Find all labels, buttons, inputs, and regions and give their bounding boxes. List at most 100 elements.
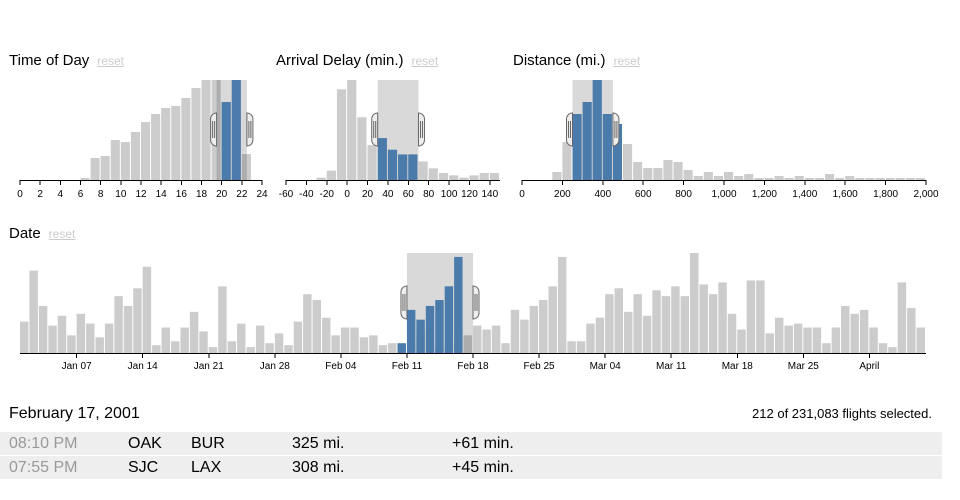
histogram-bar xyxy=(595,317,605,353)
brush-handle-grip xyxy=(568,121,571,138)
histogram-bar xyxy=(80,178,90,180)
reset-link[interactable]: reset xyxy=(97,54,124,68)
x-tick-label: Mar 11 xyxy=(656,361,687,372)
histogram-bar xyxy=(180,327,189,353)
histogram-bar xyxy=(605,294,614,353)
histogram-bar xyxy=(367,145,377,180)
histogram-bar xyxy=(552,172,562,180)
histogram-bar xyxy=(916,327,925,353)
x-tick-label: 0 xyxy=(519,189,525,200)
histogram-bar xyxy=(86,323,95,353)
histogram-bar xyxy=(331,335,340,353)
brush-handle-grip xyxy=(373,121,377,138)
x-tick-label: Mar 25 xyxy=(788,361,820,372)
selected-bar xyxy=(416,319,425,353)
histogram-bar xyxy=(885,178,895,180)
histogram-bar xyxy=(181,98,191,180)
selected-bar xyxy=(435,300,444,353)
x-tick-label: 16 xyxy=(176,189,188,200)
chart-title-text: Date xyxy=(9,225,41,242)
selected-bars xyxy=(221,80,241,180)
histogram-bar xyxy=(754,178,764,180)
histogram-bar xyxy=(48,325,57,353)
histogram-bar xyxy=(855,178,865,180)
histogram-bar xyxy=(241,154,251,180)
brush-handle[interactable] xyxy=(400,285,408,320)
x-tick-label: Feb 25 xyxy=(523,361,555,372)
histogram-bar xyxy=(915,178,925,180)
histogram-bar xyxy=(784,325,793,353)
histogram-bar xyxy=(548,286,557,353)
x-tick-label: -40 xyxy=(299,189,314,200)
histogram-bar xyxy=(831,327,841,353)
histogram-bar xyxy=(20,321,29,353)
histogram-bar xyxy=(663,160,673,180)
x-tick-label: 1,000 xyxy=(711,189,736,200)
histogram-bar xyxy=(865,178,875,180)
histogram-bar xyxy=(152,345,161,353)
brush-handle[interactable] xyxy=(472,285,480,320)
x-tick-label: 1,200 xyxy=(752,189,777,200)
histogram-bar xyxy=(775,317,784,353)
x-tick-label: Jan 28 xyxy=(260,361,290,372)
flight-delay: +45 min. xyxy=(452,459,514,476)
x-tick-label: 40 xyxy=(382,189,394,200)
brush-handle-grip xyxy=(402,294,406,311)
selected-bar xyxy=(425,305,435,353)
selected-bar xyxy=(398,154,408,180)
histogram-bar xyxy=(734,176,744,180)
histogram-bar xyxy=(653,168,663,180)
x-tick-label: 100 xyxy=(441,189,458,200)
histogram-bar xyxy=(90,158,100,180)
x-tick-label: 400 xyxy=(594,189,611,200)
flight-origin: SJC xyxy=(128,459,159,476)
histogram-bar xyxy=(794,176,804,180)
selected-bar xyxy=(572,114,582,180)
histogram-bar xyxy=(671,286,680,353)
reset-link[interactable]: reset xyxy=(613,54,641,68)
histogram-bar xyxy=(814,178,824,180)
chart-title: Time of Day reset xyxy=(9,52,124,69)
histogram-bar xyxy=(895,178,905,180)
histogram-bar xyxy=(683,170,693,180)
chart-title-text: Time of Day xyxy=(9,52,90,69)
selected-bars xyxy=(397,256,463,353)
x-tick-label: 120 xyxy=(461,189,478,200)
reset-link[interactable]: reset xyxy=(411,54,439,68)
x-tick-label: 22 xyxy=(236,189,248,200)
histogram-bar xyxy=(804,178,814,180)
histogram-bar xyxy=(142,266,152,353)
brush-handle-grip xyxy=(474,294,478,311)
histogram-bar xyxy=(359,337,369,353)
histogram-bar xyxy=(803,327,812,353)
histogram-bar xyxy=(293,321,303,353)
histogram-bar xyxy=(378,345,388,353)
x-tick-label: 6 xyxy=(78,189,84,200)
histogram-bar xyxy=(562,142,572,180)
flight-row: 08:10 PM OAK BUR 325 mi. +61 min. xyxy=(0,432,942,455)
histogram-bar xyxy=(312,300,321,353)
histogram-bar xyxy=(67,335,76,353)
x-tick-label: 20 xyxy=(216,189,228,200)
x-tick-label: Feb 11 xyxy=(392,361,423,372)
histogram-bar xyxy=(713,176,723,180)
histogram-bar xyxy=(539,300,548,353)
histogram-bar xyxy=(141,122,151,180)
histogram-bar xyxy=(510,309,520,353)
histogram-bar xyxy=(38,305,48,353)
flight-origin: OAK xyxy=(128,435,162,452)
histogram-bar xyxy=(643,168,653,180)
histogram-bar xyxy=(724,172,734,180)
histogram-bar xyxy=(699,284,708,353)
reset-link[interactable]: reset xyxy=(48,227,76,241)
flight-destination: BUR xyxy=(191,435,225,452)
selected-bar xyxy=(221,102,231,180)
x-tick-label: 140 xyxy=(481,189,498,200)
x-tick-label: 0 xyxy=(344,189,350,200)
histogram-bar xyxy=(29,270,38,353)
x-tick-label: Jan 14 xyxy=(128,361,158,372)
